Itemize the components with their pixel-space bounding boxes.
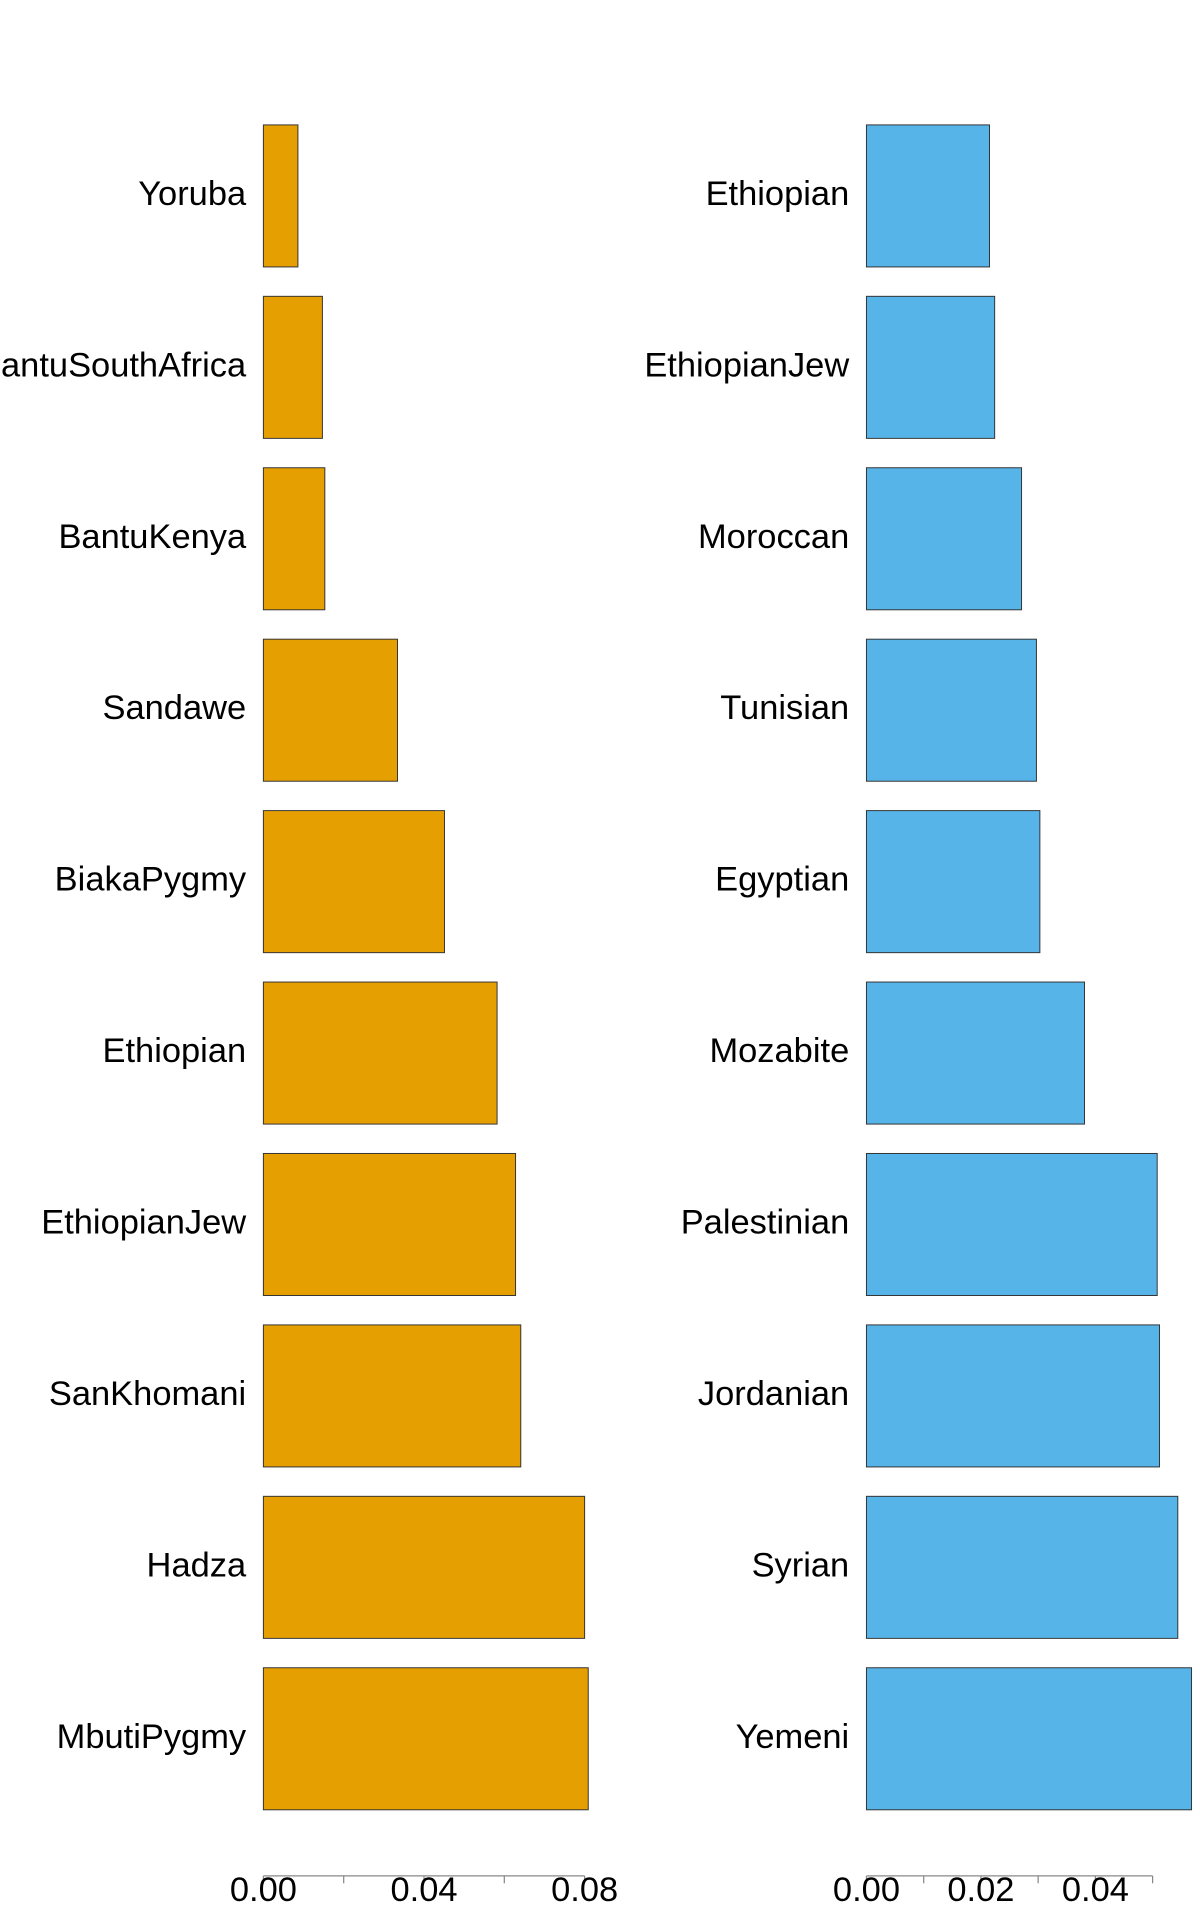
bar [865,1495,1179,1639]
x-tick-label: 0.00 [230,1871,297,1909]
y-tick-label: Syrian [752,1546,850,1584]
bar [262,467,326,611]
y-tick-label: BiakaPygmy [55,861,247,899]
y-tick-label: Yemeni [736,1718,850,1756]
y-tick-label: Sandawe [103,689,247,727]
y-tick-label: SanKhomani [49,1375,246,1413]
y-tick-label: EthiopianJew [644,346,849,384]
bar [262,124,299,268]
y-tick-label: BantuSouthAfrica [0,346,247,384]
y-tick-label: BantuKenya [58,518,247,556]
y-tick-label: Hadza [147,1546,247,1584]
y-tick-label: Egyptian [715,861,849,899]
bar [262,810,445,954]
y-tick-label: Palestinian [681,1204,850,1242]
y-tick-label: Ethiopian [103,1032,247,1070]
bar [262,638,398,782]
bar [865,467,1023,611]
y-tick-label: Jordanian [698,1375,849,1413]
bar [865,981,1086,1125]
x-tick-label: 0.08 [551,1871,618,1909]
y-tick-label: Yoruba [138,175,247,213]
bar [865,295,996,439]
bar [262,295,323,439]
bar [865,1152,1158,1296]
bar [865,1667,1193,1811]
bar [865,810,1041,954]
x-tick-label: 0.02 [947,1871,1014,1909]
x-tick-label: 0.00 [833,1871,900,1909]
bar [262,1495,586,1639]
y-tick-label: Ethiopian [706,175,850,213]
bar [262,1324,522,1468]
x-tick-label: 0.04 [1062,1871,1129,1909]
y-tick-label: Tunisian [720,689,849,727]
bar [262,1152,517,1296]
bar [262,981,498,1125]
y-tick-label: Moroccan [698,518,849,556]
bar [262,1667,589,1811]
bar [865,124,990,268]
y-tick-label: MbutiPygmy [57,1718,247,1756]
bar [865,1324,1160,1468]
y-tick-label: Mozabite [709,1032,849,1070]
y-tick-label: EthiopianJew [41,1204,246,1242]
x-tick-label: 0.04 [390,1871,457,1909]
bar [865,638,1037,782]
